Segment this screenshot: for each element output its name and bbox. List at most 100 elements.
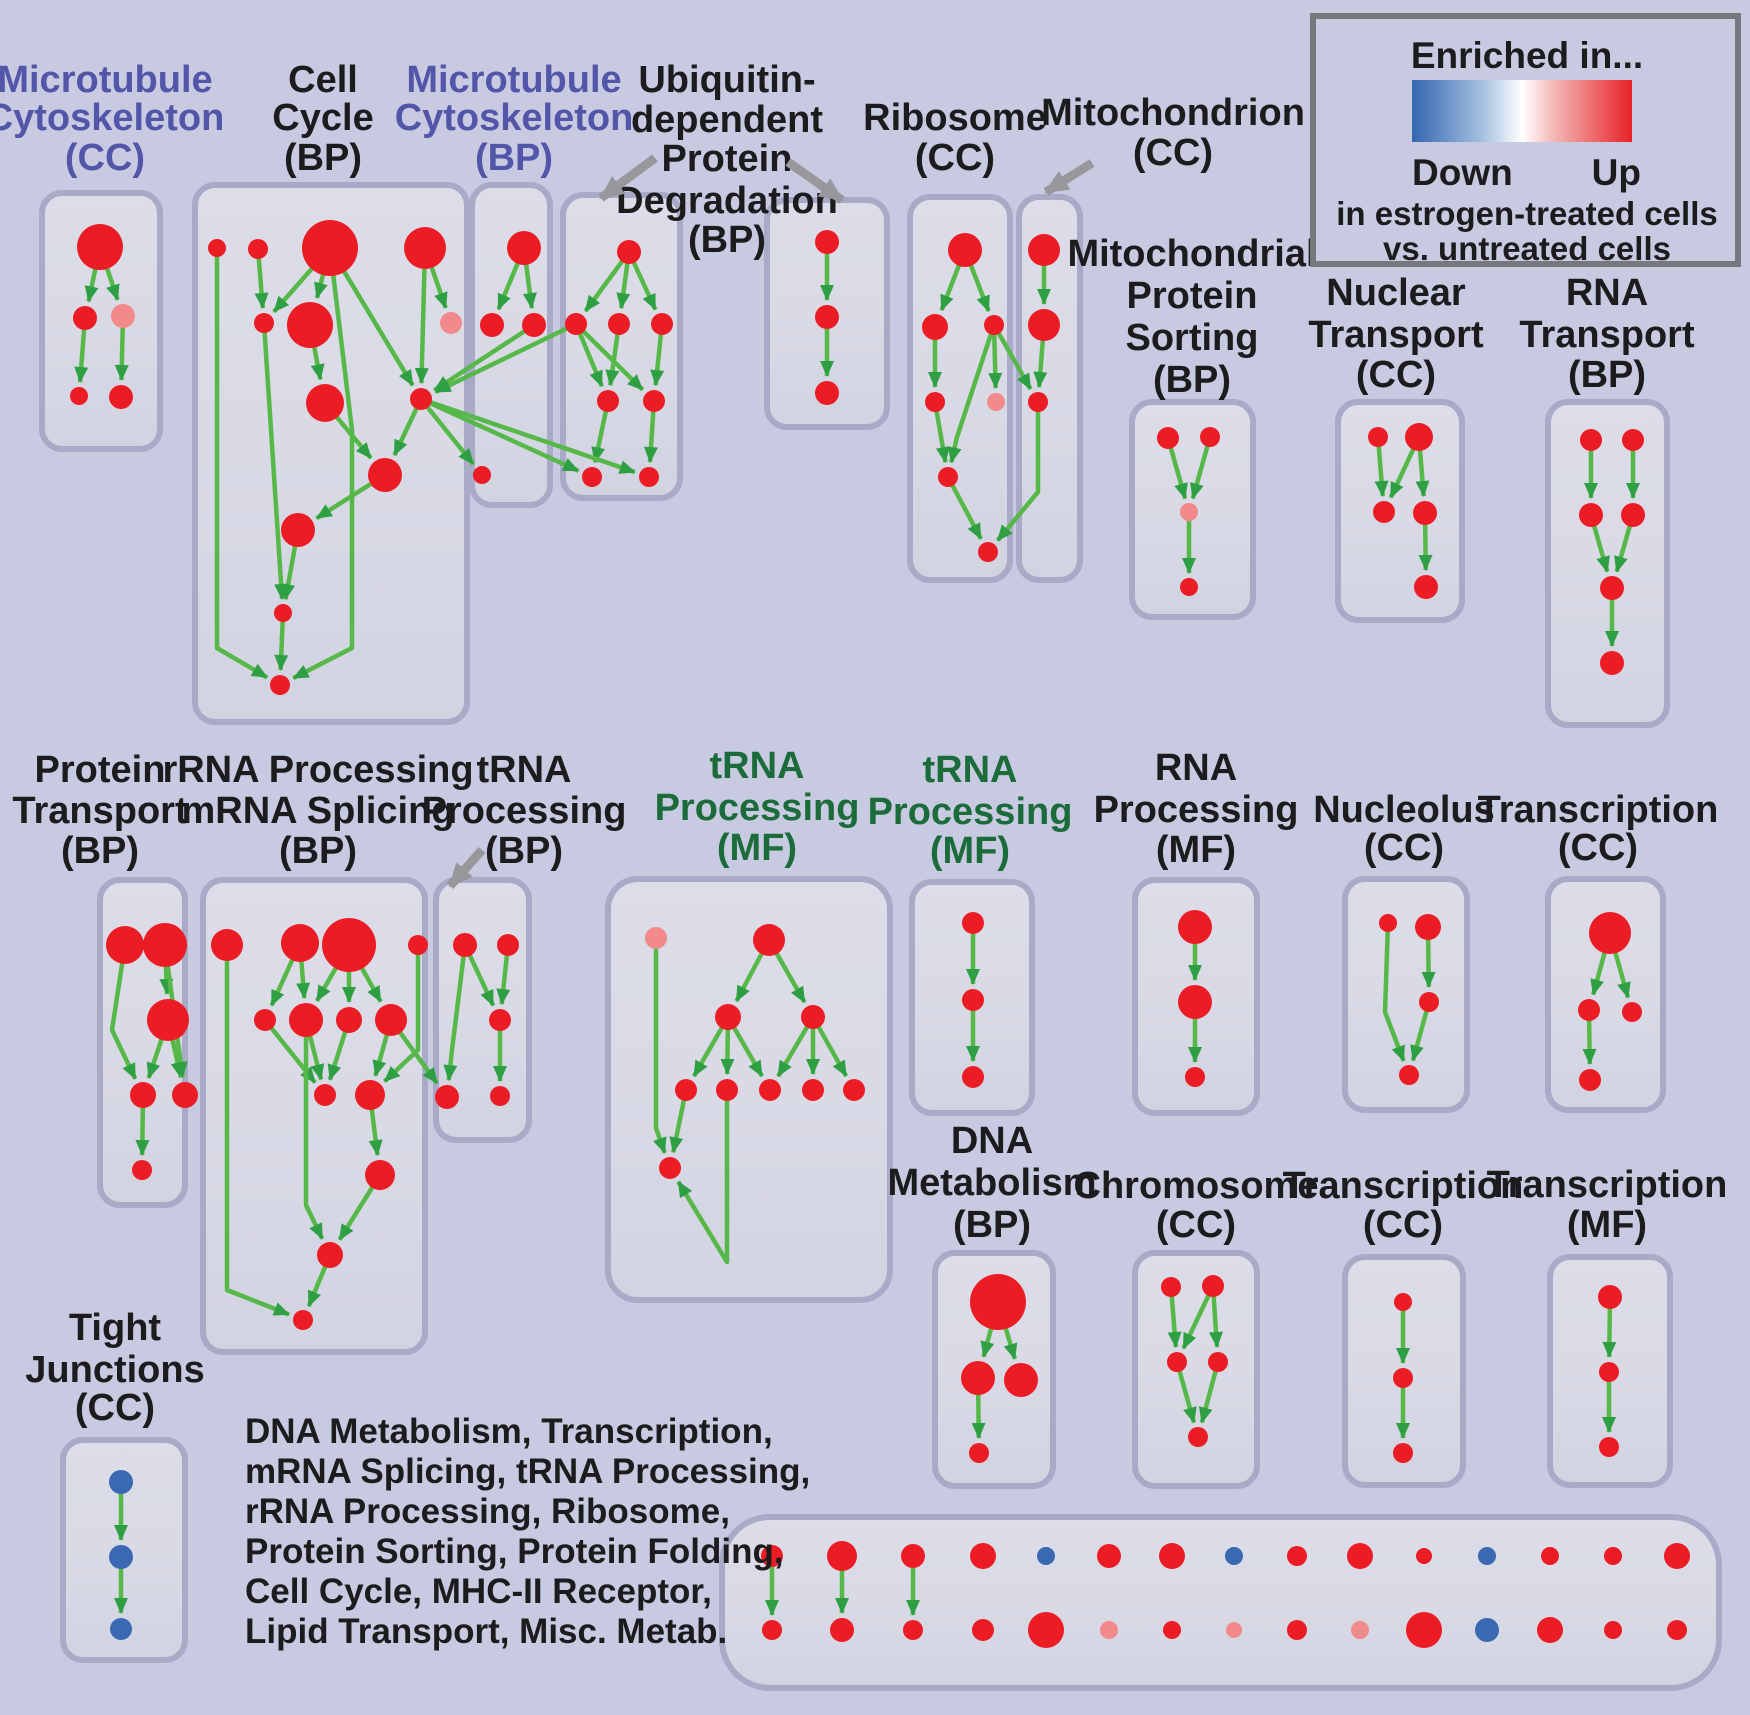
node — [1180, 578, 1198, 596]
node — [1188, 1427, 1208, 1447]
node — [1202, 1275, 1224, 1297]
edge-arrow — [1382, 922, 1406, 1062]
group-label-cell-cycle-bp: Cell Cycle (BP) — [272, 59, 373, 179]
node — [597, 390, 619, 412]
node — [970, 1543, 996, 1569]
edge-arrow — [1167, 1286, 1182, 1349]
node — [969, 1443, 989, 1463]
node — [972, 1619, 994, 1641]
node — [1157, 427, 1179, 449]
group-label-microtubule-cytoskeleton-cc: Microtubule Cytoskeleton (CC) — [0, 59, 224, 179]
node — [1004, 1363, 1038, 1397]
node — [1475, 1618, 1499, 1642]
node — [254, 1009, 276, 1031]
node — [281, 924, 319, 962]
node — [801, 1005, 825, 1029]
node — [287, 302, 333, 348]
node — [1167, 1352, 1187, 1372]
edge-arrow — [676, 1090, 730, 1265]
group-label-microtubule-cytoskeleton-bp: Microtubule Cytoskeleton (BP) — [395, 59, 634, 179]
group-label-transcription-cc-mid: Transcription (CC) — [1478, 789, 1719, 869]
node — [1208, 1352, 1228, 1372]
node — [1373, 501, 1395, 523]
node — [1225, 1547, 1243, 1565]
pointer-arrow-ubiquitin-left — [598, 154, 658, 202]
legend-subtitle-2: vs. untreated cells — [1383, 230, 1671, 267]
edge-arrow — [414, 247, 429, 385]
node — [922, 314, 948, 340]
group-label-tight-junctions-cc: Tight Junctions (CC) — [25, 1307, 204, 1429]
edge-arrow — [583, 250, 631, 313]
node — [1347, 1543, 1373, 1569]
node — [270, 675, 290, 695]
node — [962, 912, 984, 934]
group-label-trna-processing-bp: tRNA Processing (BP) — [422, 749, 627, 872]
node — [314, 1084, 336, 1106]
node — [109, 1545, 133, 1569]
node — [1037, 1547, 1055, 1565]
legend-down-label: Down — [1412, 152, 1513, 193]
edge-arrow — [274, 612, 289, 672]
node — [843, 1079, 865, 1101]
node — [1599, 1437, 1619, 1457]
node — [1163, 1621, 1181, 1639]
node — [1622, 429, 1644, 451]
node — [473, 466, 491, 484]
node — [1414, 575, 1438, 599]
node — [440, 312, 462, 334]
node — [639, 467, 659, 487]
edge-arrow — [574, 322, 645, 392]
node — [1405, 423, 1433, 451]
edge-arrow — [383, 945, 421, 1083]
group-box-chromosome-cc — [1132, 1250, 1260, 1489]
node — [281, 513, 315, 547]
node — [617, 240, 641, 264]
node — [643, 390, 665, 412]
node — [1580, 429, 1602, 451]
node — [675, 1079, 697, 1101]
node — [111, 304, 135, 328]
node — [984, 315, 1004, 335]
node — [211, 929, 243, 961]
pointer-arrow-trna-bp — [446, 847, 486, 889]
legend-title: Enriched in... — [1411, 35, 1643, 76]
node — [1028, 234, 1060, 266]
node — [1579, 503, 1603, 527]
node — [306, 384, 344, 422]
node — [1393, 1443, 1413, 1463]
group-label-rrna-processing-mrna-splicing-bp: rRNA Processing mRNA Splicing (BP) — [162, 749, 473, 872]
group-label-mitochondrial-protein-sorting-bp: Mitochondrial Protein Sorting (BP) — [1067, 233, 1316, 401]
node — [73, 306, 97, 330]
node — [716, 1079, 738, 1101]
group-box-microtubule-cytoskeleton-bp — [469, 182, 553, 508]
cross-edge-arrow — [995, 402, 1041, 542]
cross-edge-arrow — [419, 397, 475, 466]
edge-arrow — [443, 944, 468, 1082]
node — [375, 1004, 407, 1036]
node — [1578, 999, 1600, 1021]
edge-arrow — [261, 322, 289, 601]
edge-arrow — [1174, 1361, 1197, 1424]
node — [1161, 1277, 1181, 1297]
node — [1413, 501, 1437, 525]
group-box-misc-collection — [719, 1514, 1722, 1691]
node — [1604, 1621, 1622, 1639]
node — [109, 1470, 133, 1494]
legend-up-label: Up — [1592, 152, 1641, 193]
node — [130, 1082, 156, 1108]
edge-arrow — [214, 248, 269, 680]
node — [759, 1079, 781, 1101]
node — [802, 1079, 824, 1101]
node — [1394, 1293, 1412, 1311]
node — [1416, 1548, 1432, 1564]
node — [254, 313, 274, 333]
group-box-ribosome-cc — [907, 194, 1013, 583]
node — [1028, 1612, 1064, 1648]
group-label-ubiquitin-dependent-protein-degradation-bp: Ubiquitin-dependent Protein Degradation (BP… — [616, 59, 838, 261]
node — [1478, 1547, 1496, 1565]
node — [147, 999, 189, 1041]
node — [1579, 1069, 1601, 1091]
node — [522, 313, 546, 337]
node — [106, 926, 144, 964]
